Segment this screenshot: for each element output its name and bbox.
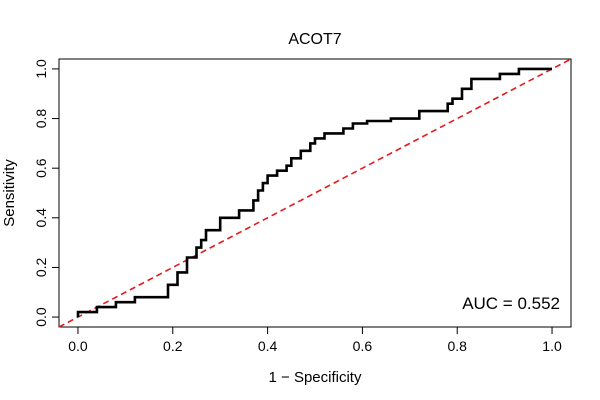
x-tick-label-5: 1.0 [542,338,562,354]
plot-frame [58,58,572,328]
y-tick-label-2: 0.4 [33,208,49,228]
y-tick-label-5: 1.0 [33,59,49,79]
plot-area: 0.0 0.2 0.4 0.6 0.8 1.0 0.0 0.2 0.4 0.6 0.8 1.0 [33,58,572,354]
reference-line [58,58,572,328]
x-axis-title: 1 − Specificity [269,369,362,386]
x-tick-label-3: 0.6 [353,338,373,354]
x-tick-label-1: 0.2 [163,338,183,354]
x-tick-label-0: 0.0 [68,338,88,354]
chart-title: ACOT7 [288,31,341,48]
y-tick-label-4: 0.8 [33,109,49,129]
auc-annotation: AUC = 0.552 [462,294,560,313]
x-tick-label-2: 0.4 [258,338,278,354]
y-axis-title: Sensitivity [1,159,18,227]
x-tick-label-4: 0.8 [447,338,467,354]
y-tick-label-0: 0.0 [33,307,49,327]
y-tick-label-3: 0.6 [33,158,49,178]
roc-curve [76,67,552,318]
y-tick-label-1: 0.2 [33,258,49,278]
